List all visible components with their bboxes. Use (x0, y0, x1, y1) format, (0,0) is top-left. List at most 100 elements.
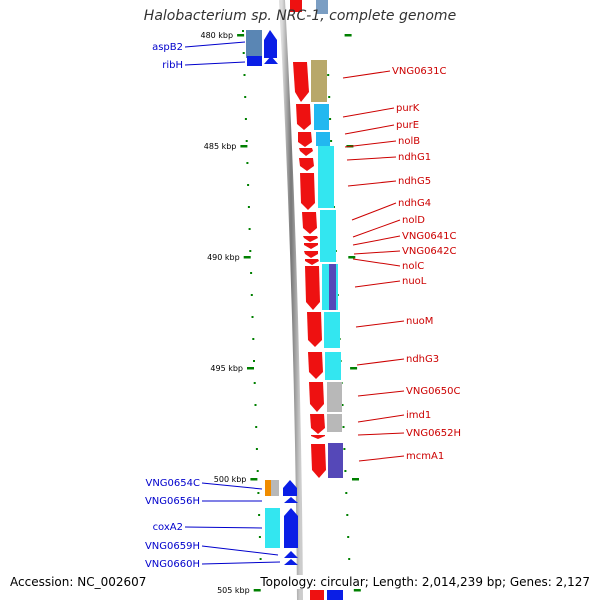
gene-arrow-ribH-b[interactable] (264, 56, 278, 64)
scale-dot (327, 74, 330, 76)
cog-block-aspB2[interactable] (246, 30, 262, 58)
gene-label-VNG0642C[interactable]: VNG0642C (402, 246, 457, 257)
label-leader-line (346, 156, 397, 161)
gene-label-ndhG4[interactable]: ndhG4 (398, 198, 431, 209)
gene-arrow-VNG0641C[interactable] (304, 243, 318, 249)
gene-arrow-VNG0652H[interactable] (311, 435, 325, 439)
gene-label-nolC[interactable]: nolC (402, 261, 424, 272)
label-leader-line (342, 70, 391, 79)
scale-dot (255, 426, 258, 428)
cog-block-VNG0650C[interactable] (327, 382, 342, 412)
gene-arrow-VNG0660H[interactable] (284, 559, 298, 565)
gene-label-VNG0641C[interactable]: VNG0641C (402, 231, 457, 242)
gene-label-purK[interactable]: purK (396, 103, 420, 114)
gene-arrow-VNG0642C[interactable] (304, 251, 318, 258)
gene-arrow-ribH[interactable] (247, 56, 262, 66)
gene-label-VNG0659H[interactable]: VNG0659H (145, 541, 200, 552)
gene-bottom-partial-forward[interactable] (310, 590, 324, 600)
gene-label-VNG0654C[interactable]: VNG0654C (145, 478, 200, 489)
gene-arrow-VNG0656H[interactable] (284, 497, 298, 503)
genome-backbone (279, 0, 303, 600)
gene-label-VNG0650C[interactable]: VNG0650C (406, 386, 461, 397)
gene-label-ndhG1[interactable]: ndhG1 (398, 152, 431, 163)
gene-arrow-coxA2[interactable] (284, 508, 298, 548)
gene-label-VNG0660H[interactable]: VNG0660H (145, 559, 200, 570)
gene-arrow-purE[interactable] (298, 132, 312, 147)
scale-dot (246, 162, 249, 164)
label-leader-line (353, 250, 401, 255)
gene-arrow-nolC[interactable] (305, 259, 319, 265)
gene-label-ribH[interactable]: ribH (162, 60, 183, 71)
scale-dot (258, 514, 261, 516)
cog-block-purE[interactable] (316, 132, 330, 146)
cog-block-ndhG[interactable] (318, 146, 334, 208)
gene-label-aspB2[interactable]: aspB2 (152, 42, 183, 53)
label-leader-line (352, 235, 401, 246)
gene-arrow-VNG0654C[interactable] (283, 480, 297, 496)
cog-block-nuoM[interactable] (324, 312, 340, 348)
scale-dot (343, 448, 346, 450)
map-title: Halobacterium sp. NRC-1, complete genome (143, 8, 457, 24)
label-leader-line (357, 432, 405, 436)
gene-label-nolB[interactable]: nolB (398, 136, 420, 147)
gene-top-partial-cog[interactable] (316, 0, 328, 14)
gene-label-coxA2[interactable]: coxA2 (153, 522, 183, 533)
gene-arrow-VNG0650C[interactable] (309, 382, 324, 412)
gene-label-ndhG5[interactable]: ndhG5 (398, 176, 431, 187)
label-leader-line (357, 390, 405, 397)
gene-label-mcmA1[interactable]: mcmA1 (406, 451, 444, 462)
label-leader-line (344, 124, 395, 135)
cog-block-imd1[interactable] (327, 414, 342, 432)
gene-arrow-ndhG3[interactable] (308, 352, 323, 379)
gene-arrow-nolD[interactable] (303, 236, 318, 242)
cog-block-nol[interactable] (320, 210, 336, 262)
scale-dot (247, 206, 250, 208)
cog-block-mcmA1[interactable] (328, 443, 343, 478)
cog-block-VNG0654C-orange[interactable] (265, 480, 271, 496)
gene-label-VNG0631C[interactable]: VNG0631C (392, 66, 447, 77)
gene-bottom-partial-cog[interactable] (327, 590, 343, 600)
scale-dot (330, 140, 333, 142)
gene-arrow-nuoL[interactable] (305, 266, 320, 310)
gene-top-partial-forward[interactable] (290, 0, 302, 12)
gene-label-VNG0652H[interactable]: VNG0652H (406, 428, 461, 439)
gene-label-VNG0656H[interactable]: VNG0656H (145, 496, 200, 507)
gene-label-nuoL[interactable]: nuoL (402, 276, 427, 287)
gene-label-ndhG3[interactable]: ndhG3 (406, 354, 439, 365)
gene-label-purE[interactable]: purE (396, 120, 419, 131)
scale-dot (257, 492, 260, 494)
scale-dot (328, 96, 331, 98)
cog-block-VNG0631C[interactable] (311, 60, 327, 102)
label-leader-line (355, 320, 405, 328)
gene-arrow-nuoM[interactable] (307, 312, 322, 347)
cog-block-purK[interactable] (314, 104, 329, 130)
label-leader-line (201, 561, 281, 565)
cog-block-coxA2[interactable] (265, 508, 280, 548)
gene-arrow-purK[interactable] (296, 104, 311, 130)
gene-arrow-aspB2[interactable] (264, 30, 277, 58)
tick-mark (237, 34, 245, 37)
scale-dot (248, 228, 251, 230)
gene-arrow-ndhG5[interactable] (300, 173, 315, 210)
label-leader-line (344, 140, 397, 148)
cog-block-VNG0654C-gray[interactable] (271, 480, 279, 496)
gene-label-nuoM[interactable]: nuoM (406, 316, 433, 327)
cog-block-nuoL-inner[interactable] (329, 264, 336, 310)
gene-arrow-imd1[interactable] (310, 414, 325, 434)
gene-arrow-VNG0659H[interactable] (284, 551, 298, 558)
gene-label-nolD[interactable]: nolD (402, 215, 425, 226)
tick-mark (243, 256, 251, 259)
gene-arrow-mcmA1[interactable] (311, 444, 326, 478)
gene-arrow-VNG0631C[interactable] (293, 62, 309, 102)
gene-label-imd1[interactable]: imd1 (406, 410, 431, 421)
label-leader-line (352, 219, 401, 238)
gene-arrow-nolB[interactable] (299, 148, 313, 156)
scale-dot (254, 404, 257, 406)
cog-block-ndhG3[interactable] (325, 352, 341, 380)
scale-dot (251, 316, 254, 318)
label-leader-line (351, 202, 397, 221)
scale-dot (259, 558, 262, 560)
tick-mark (253, 589, 261, 592)
gene-arrow-ndhG1[interactable] (299, 158, 314, 171)
gene-arrow-ndhG4[interactable] (302, 212, 317, 234)
